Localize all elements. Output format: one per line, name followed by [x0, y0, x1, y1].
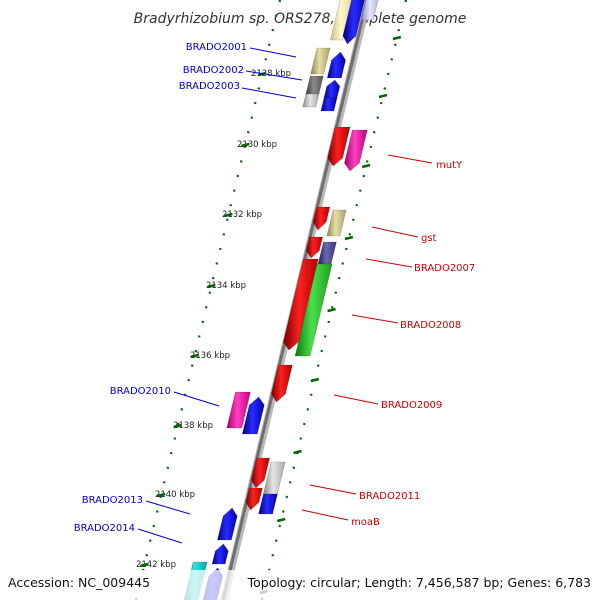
- kbp-tick-mark: [173, 423, 183, 429]
- gene-blue-2003[interactable]: [320, 97, 338, 112]
- kbp-tick-mark: [207, 283, 216, 289]
- gene-red-2012[interactable]: [245, 487, 263, 511]
- gene-label-brado2013[interactable]: BRADO2013: [82, 495, 143, 506]
- kbp-tick-mark: [156, 492, 166, 498]
- gene-label-brado2009[interactable]: BRADO2009: [381, 400, 442, 411]
- kbp-tick-label: 2136 kbp: [190, 351, 230, 361]
- genome-summary-text: Topology: circular; Length: 7,456,587 bp…: [247, 575, 591, 590]
- leader-line: [245, 70, 303, 81]
- gene-label-brado2014[interactable]: BRADO2014: [74, 523, 135, 534]
- gene-brado2011[interactable]: [250, 457, 270, 489]
- gene-blue-2001[interactable]: [326, 51, 346, 79]
- kbp-tick-label: 2132 kbp: [222, 210, 262, 220]
- leader-line: [351, 314, 399, 324]
- minor-tick-mark: [310, 377, 320, 383]
- gene-label-brado2008[interactable]: BRADO2008: [400, 320, 461, 331]
- gene-red-2007[interactable]: [305, 236, 323, 259]
- leader-line: [137, 528, 183, 544]
- leader-line: [371, 226, 419, 238]
- leader-line: [309, 484, 357, 495]
- footer-backdrop: [0, 570, 600, 600]
- gene-muty[interactable]: [344, 129, 368, 172]
- gene-lav-top[interactable]: [360, 0, 380, 21]
- gene-red-gst[interactable]: [312, 206, 331, 231]
- gene-brado2003[interactable]: [302, 93, 320, 108]
- gene-pale-top[interactable]: [330, 0, 354, 41]
- gene-label-gst[interactable]: gst: [421, 233, 437, 244]
- leader-line: [249, 47, 297, 58]
- kbp-tick-mark: [190, 353, 199, 359]
- leader-line: [301, 509, 349, 521]
- gene-brado2002[interactable]: [305, 75, 324, 96]
- accession-text: Accession: NC_009445: [8, 575, 150, 590]
- leader-line: [241, 87, 297, 99]
- minor-tick-mark: [378, 93, 388, 99]
- gene-red-2008[interactable]: [283, 258, 319, 351]
- gene-labels: BRADO2001 BRADO2002 BRADO2003 mutY gst B…: [74, 42, 476, 534]
- kbp-tick-mark: [224, 212, 233, 218]
- gene-blue-top[interactable]: [342, 0, 367, 45]
- leader-line: [145, 500, 191, 515]
- kbp-tick-mark: [240, 142, 250, 148]
- kbp-tick-label: 2140 kbp: [155, 490, 195, 500]
- gene-red-muty[interactable]: [327, 126, 351, 167]
- minor-tick-mark: [344, 235, 354, 241]
- gene-brado2001[interactable]: [310, 47, 331, 75]
- map-title: Bradyrhizobium sp. ORS278, complete geno…: [134, 11, 467, 27]
- gene-gst[interactable]: [326, 209, 347, 237]
- gene-brado2009[interactable]: [271, 364, 293, 403]
- gene-label-moab[interactable]: moaB: [351, 517, 380, 528]
- kbp-tick-label: 2142 kbp: [136, 560, 176, 570]
- minor-tick-mark: [293, 449, 302, 455]
- gene-brado2008[interactable]: [294, 263, 333, 357]
- gene-label-brado2007[interactable]: BRADO2007: [414, 263, 475, 274]
- kbp-tick-label: 2134 kbp: [206, 281, 246, 291]
- gene-label-brado2002[interactable]: BRADO2002: [183, 65, 244, 76]
- gene-moab[interactable]: [258, 493, 278, 515]
- minor-tick-mark: [327, 307, 336, 313]
- kbp-tick-label: 2128 kbp: [251, 69, 291, 79]
- minor-tick-mark: [361, 163, 371, 169]
- kbp-tick-label: 2138 kbp: [173, 421, 213, 431]
- gene-brado2013[interactable]: [217, 507, 238, 541]
- minor-tick-mark: [392, 35, 402, 41]
- gene-label-brado2001[interactable]: BRADO2001: [186, 42, 247, 53]
- gene-label-leaders: [137, 47, 433, 544]
- leader-line: [365, 258, 413, 268]
- minor-tick-mark: [276, 517, 286, 523]
- kbp-ticks: 2128 kbp 2130 kbp 2132 kbp 2134 kbp 2136…: [136, 35, 402, 595]
- gene-features: [183, 0, 380, 600]
- kbp-tick-label: 2130 kbp: [237, 140, 277, 150]
- leader-line: [387, 154, 433, 164]
- leader-line: [173, 391, 220, 407]
- gene-blue-2010[interactable]: [241, 396, 265, 435]
- leader-line: [333, 394, 379, 405]
- gene-label-muty[interactable]: mutY: [436, 160, 463, 171]
- gene-blue-2013b[interactable]: [211, 543, 229, 565]
- gene-brado2010[interactable]: [226, 391, 251, 429]
- kbp-tick-mark: [140, 562, 149, 568]
- gene-label-brado2011[interactable]: BRADO2011: [359, 491, 420, 502]
- gene-label-brado2010[interactable]: BRADO2010: [110, 386, 171, 397]
- gene-label-brado2003[interactable]: BRADO2003: [179, 81, 240, 92]
- gene-blue-2002[interactable]: [323, 79, 341, 99]
